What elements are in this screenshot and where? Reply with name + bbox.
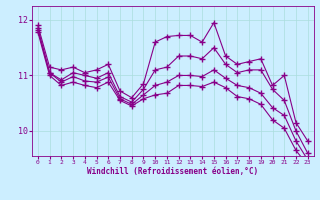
X-axis label: Windchill (Refroidissement éolien,°C): Windchill (Refroidissement éolien,°C) bbox=[87, 167, 258, 176]
